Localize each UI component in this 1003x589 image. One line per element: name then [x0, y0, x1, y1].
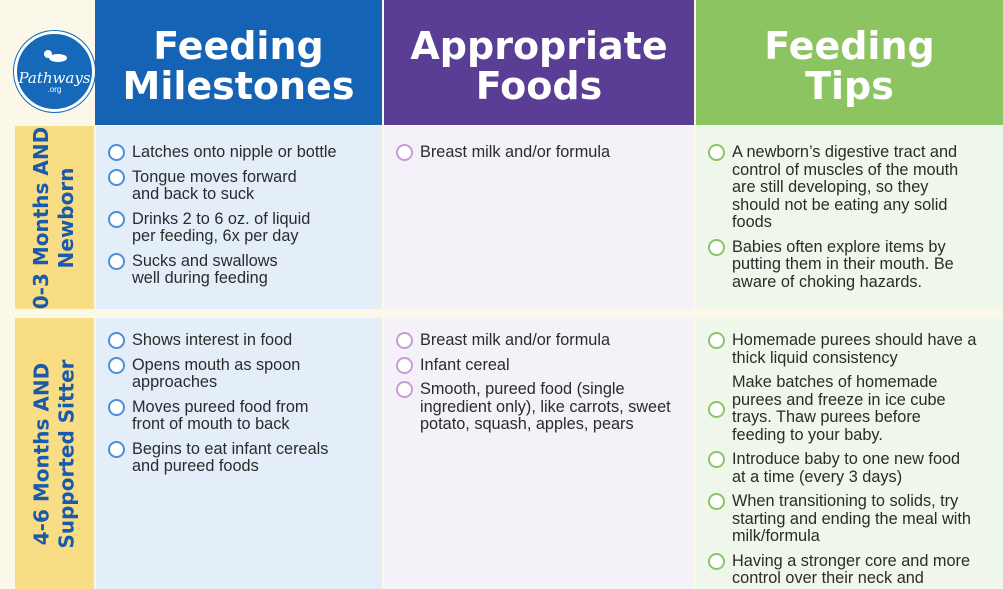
circle-bullet-icon	[108, 144, 125, 161]
header-feeding-milestones: Feeding Milestones	[95, 0, 382, 125]
circle-bullet-icon	[108, 332, 125, 349]
circle-bullet-icon	[708, 451, 725, 468]
circle-bullet-icon	[396, 381, 413, 398]
circle-bullet-icon	[708, 332, 725, 349]
pathways-logo[interactable]: Pathways .org	[14, 31, 95, 112]
list-item: Begins to eat infant cereals and pureed …	[108, 440, 376, 476]
list-item: Homemade purees should have a thick liqu…	[708, 331, 997, 367]
circle-bullet-icon	[708, 238, 725, 256]
circle-bullet-icon	[396, 356, 413, 374]
logo-sub: .org	[47, 85, 62, 94]
list-item: A newborn’s digestive tract and control …	[708, 143, 997, 232]
list-item: Smooth, pureed food (single ingredient o…	[396, 380, 688, 434]
circle-bullet-icon	[108, 356, 125, 374]
list-item: Breast milk and/or formula	[396, 331, 688, 350]
list-item: Drinks 2 to 6 oz. of liquid per feeding,…	[108, 210, 376, 246]
row1-milestones: Latches onto nipple or bottle Tongue mov…	[96, 126, 382, 309]
list-item: Latches onto nipple or bottle	[108, 143, 376, 162]
list-item: Babies often explore items by putting th…	[708, 238, 997, 292]
circle-bullet-icon	[108, 398, 125, 416]
list-item: Introduce baby to one new food at a time…	[708, 450, 997, 486]
circle-bullet-icon	[108, 210, 125, 228]
list-item: When transitioning to solids, try starti…	[708, 492, 997, 546]
circle-bullet-icon	[708, 144, 725, 161]
baby-icon	[43, 50, 67, 62]
list-item: Opens mouth as spoon approaches	[108, 356, 376, 392]
list-item: Having a stronger core and more control …	[708, 552, 997, 588]
list-item: Tongue moves forward and back to suck	[108, 168, 376, 204]
list-item: Make batches of homemade purees and free…	[708, 373, 997, 444]
circle-bullet-icon	[708, 552, 725, 570]
age-label-0-3-months: 0-3 Months AND Newborn	[15, 126, 94, 309]
list-item: Shows interest in food	[108, 331, 376, 350]
list-item: Breast milk and/or formula	[396, 143, 688, 162]
logo-text: Pathways	[18, 69, 91, 87]
circle-bullet-icon	[108, 252, 125, 270]
header-appropriate-foods: Appropriate Foods	[384, 0, 694, 125]
list-item: Sucks and swallows well during feeding	[108, 252, 376, 288]
row2-tips: Homemade purees should have a thick liqu…	[696, 318, 1003, 589]
header-feeding-tips: Feeding Tips	[696, 0, 1003, 125]
circle-bullet-icon	[108, 440, 125, 458]
row1-tips: A newborn’s digestive tract and control …	[696, 126, 1003, 309]
row2-foods: Breast milk and/or formula Infant cereal…	[384, 318, 694, 589]
circle-bullet-icon	[396, 332, 413, 349]
circle-bullet-icon	[108, 168, 125, 186]
circle-bullet-icon	[396, 144, 413, 161]
circle-bullet-icon	[708, 400, 725, 418]
age-label-4-6-months: 4-6 Months AND Supported Sitter	[15, 318, 94, 589]
row2-milestones: Shows interest in food Opens mouth as sp…	[96, 318, 382, 589]
row1-foods: Breast milk and/or formula	[384, 126, 694, 309]
list-item: Infant cereal	[396, 356, 688, 375]
circle-bullet-icon	[708, 493, 725, 510]
list-item: Moves pureed food from front of mouth to…	[108, 398, 376, 434]
